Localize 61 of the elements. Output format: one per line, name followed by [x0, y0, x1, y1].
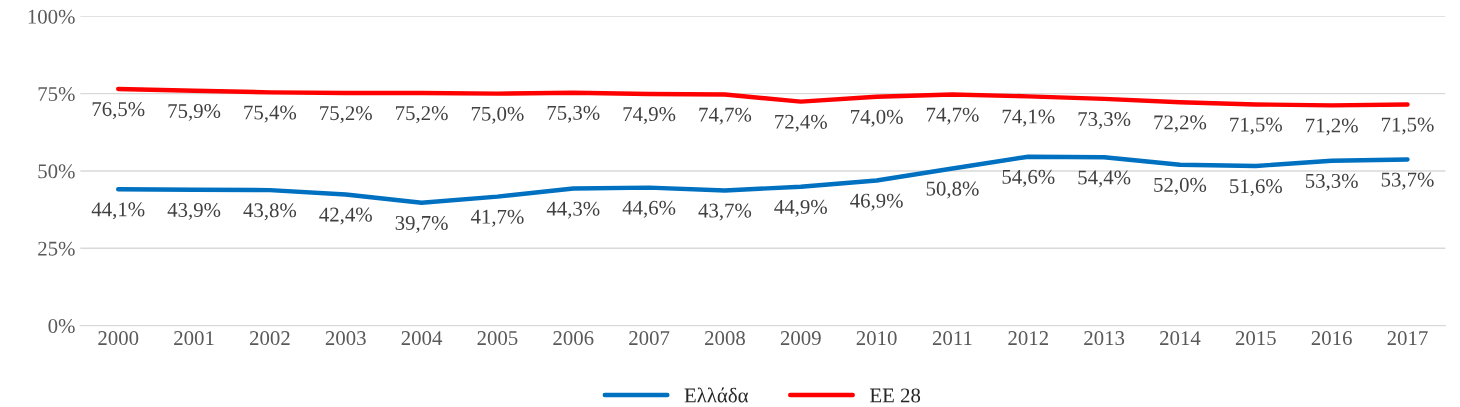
data-label: 75,2%: [320, 106, 372, 124]
x-tick-label: 2006: [553, 331, 594, 346]
data-label: 73,3%: [1078, 111, 1131, 130]
data-label: 72,2%: [1154, 115, 1207, 133]
data-label: 74,1%: [1002, 109, 1055, 127]
x-tick-label: 2011: [932, 331, 972, 346]
data-label: 74,7%: [699, 107, 752, 125]
data-label: 52,0%: [1154, 177, 1207, 195]
data-label: 39,7%: [395, 215, 448, 233]
x-tick-label: 2000: [98, 331, 139, 346]
x-tick-label: 2017: [1387, 331, 1428, 346]
x-tick-label: 2013: [1084, 331, 1125, 346]
data-label: 53,3%: [1305, 173, 1358, 191]
data-label: 75,2%: [396, 106, 448, 124]
legend-label: Ελλάδα: [684, 387, 749, 403]
data-label: 46,9%: [850, 193, 903, 211]
data-label: 43,9%: [167, 202, 221, 220]
x-tick-label: 2005: [477, 331, 518, 346]
x-tick-label: 2004: [401, 331, 443, 346]
y-tick-label: 75%: [38, 86, 75, 102]
data-label: 74,9%: [623, 107, 676, 125]
data-label: 42,4%: [319, 207, 372, 225]
data-label: 75,3%: [547, 105, 600, 123]
x-tick-label: 2012: [1008, 331, 1048, 346]
data-label: 74,7%: [926, 107, 979, 125]
y-tick-label: 100%: [28, 9, 75, 24]
data-label: 75,9%: [168, 103, 221, 121]
x-tick-label: 2009: [780, 331, 821, 346]
x-tick-label: 2016: [1311, 331, 1352, 346]
data-label: 41,7%: [470, 209, 524, 227]
legend-label: ΕΕ 28: [869, 388, 921, 403]
data-label: 54,4%: [1078, 170, 1131, 188]
data-label: 74,0%: [851, 109, 903, 127]
data-label: 75,4%: [244, 105, 297, 123]
data-label: 43,8%: [243, 203, 297, 221]
data-label: 76,5%: [92, 102, 145, 120]
y-tick-label: 25%: [38, 241, 75, 256]
x-tick-label: 2010: [856, 331, 897, 346]
data-label: 44,6%: [622, 200, 676, 218]
x-tick-label: 2014: [1160, 331, 1201, 346]
data-label: 72,4%: [775, 114, 827, 132]
data-label: 71,5%: [1230, 117, 1282, 135]
y-tick-label: 0%: [48, 318, 75, 334]
data-label: 43,7%: [698, 203, 752, 221]
data-label: 50,8%: [926, 181, 979, 199]
data-label: 44,9%: [774, 199, 827, 217]
data-label: 53,7%: [1381, 172, 1434, 190]
data-label: 71,5%: [1381, 117, 1434, 135]
data-label: 71,2%: [1306, 118, 1358, 136]
x-tick-label: 2003: [325, 331, 366, 346]
data-label: 44,3%: [546, 201, 600, 219]
x-tick-label: 2015: [1235, 331, 1276, 346]
data-label: 44,1%: [91, 202, 145, 220]
x-tick-label: 2002: [249, 331, 290, 346]
data-label: 54,6%: [1002, 169, 1055, 187]
data-label: 75,0%: [471, 106, 524, 124]
x-tick-label: 2007: [629, 331, 670, 346]
x-tick-label: 2001: [174, 331, 214, 346]
data-label: 51,6%: [1230, 179, 1282, 197]
y-tick-label: 50%: [38, 164, 75, 179]
x-tick-label: 2008: [705, 331, 745, 346]
